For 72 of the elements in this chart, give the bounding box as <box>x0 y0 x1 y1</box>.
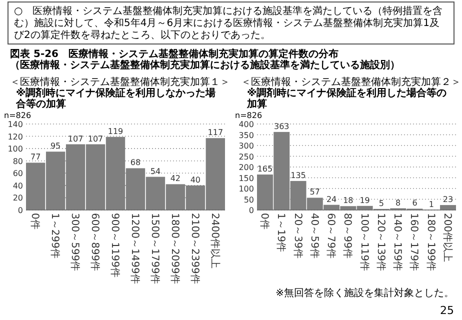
y-axis-title: n=826 <box>4 111 32 120</box>
data-label: 19 <box>360 196 370 205</box>
x-tick-label: 40～59件 <box>308 213 320 258</box>
x-tick-label: 120～139件 <box>374 213 386 272</box>
y-tick-label: 200 <box>238 163 254 172</box>
y-tick-label: 350 <box>238 130 254 140</box>
x-tick-label: 300～599件 <box>69 213 80 272</box>
y-tick-label: 140 <box>8 120 23 129</box>
y-tick-label: 50 <box>244 195 254 204</box>
y-tick-label: 250 <box>238 152 254 162</box>
data-label: 135 <box>290 170 306 180</box>
x-tick-label: 100～119件 <box>358 213 370 272</box>
x-tick-label: 80～99件 <box>342 213 353 258</box>
text: 図表 5-26 医療情報・システム基盤整備体制充実加算の算定件数の分布 <box>10 48 339 60</box>
chart-title: ＜医療情報・システム基盤整備体制充実加算２＞ <box>241 76 461 88</box>
y-tick-label: 0 <box>18 206 23 215</box>
y-tick-label: 400 <box>238 120 254 129</box>
data-label: 68 <box>130 158 141 168</box>
y-tick-label: 150 <box>238 174 254 183</box>
x-tick-label: 20～39件 <box>292 213 303 258</box>
x-tick-label: 1～19件 <box>275 213 286 252</box>
y-tick-label: 0 <box>248 206 254 215</box>
y-tick-label: 40 <box>12 181 23 190</box>
x-tick-label: 1～299件 <box>49 213 60 258</box>
data-label: 95 <box>50 142 61 151</box>
data-label: 57 <box>310 188 320 197</box>
data-label: 165 <box>257 164 273 174</box>
data-label: 5 <box>378 198 384 208</box>
x-tick-label: 0件 <box>29 213 40 230</box>
data-label: 77 <box>30 152 41 162</box>
data-label: 42 <box>170 174 181 184</box>
data-label: 119 <box>108 126 124 136</box>
data-label: 117 <box>208 128 224 138</box>
chart-title: ＜医療情報・システム基盤整備体制充実加算１＞ <box>10 76 230 88</box>
data-label: 1 <box>428 200 434 209</box>
data-label: 40 <box>190 175 201 184</box>
x-tick-label: 0件 <box>258 213 270 230</box>
y-axis-title: n=826 <box>235 111 262 120</box>
data-label: 107 <box>88 134 104 144</box>
data-label: 23 <box>442 195 454 204</box>
data-label: 54 <box>150 166 161 176</box>
y-tick-label: 80 <box>12 156 23 166</box>
text: ○ 医療情報・システム基盤整備体制充実加算における施設基準を満たしている（特例措置を含む）施設に対して、令和5年4月～6月末における医療情報・システム基盤整備体制充実加算1及び2の算定件数を尋ねたところ、以下のとおりであった。 <box>14 5 443 41</box>
data-label: 363 <box>274 122 290 131</box>
y-tick-label: 120 <box>8 132 23 142</box>
x-tick-label: 2100～2399件 <box>188 213 200 284</box>
data-label: 8 <box>396 198 401 208</box>
text: （医療情報・システム基盤整備体制充実加算における施設基準を満たしている施設別） <box>10 59 400 71</box>
data-label: 107 <box>68 134 84 144</box>
y-tick-label: 100 <box>8 144 23 154</box>
text: 25 <box>440 304 454 317</box>
x-tick-label: 160～179件 <box>408 213 420 272</box>
text: ※無回答を除く施設を集計対象とした。 <box>276 287 454 299</box>
y-tick-label: 20 <box>12 194 23 203</box>
data-label: 6 <box>412 198 418 208</box>
data-label: 24 <box>326 194 337 204</box>
x-tick-label: 1800～2099件 <box>168 213 180 284</box>
data-label: 18 <box>343 196 354 206</box>
x-tick-label: 900～1199件 <box>109 213 120 278</box>
chart-subtitle: ※調剤時にマイナ保険証を利用しなかった場合等の加算 <box>15 87 216 110</box>
y-tick-label: 300 <box>238 142 254 150</box>
y-tick-label: 60 <box>12 169 23 178</box>
x-tick-label: 140～159件 <box>392 213 403 272</box>
x-tick-label: 1500～1799件 <box>148 213 160 284</box>
x-tick-label: 200件以上 <box>442 213 454 262</box>
x-tick-label: 600～899件 <box>89 213 100 272</box>
x-tick-label: 2400件以上 <box>208 213 221 268</box>
chart-subtitle: ※調剤時にマイナ保険証を利用した場合等の加算 <box>246 87 447 110</box>
x-tick-label: 1200～1499件 <box>128 213 140 284</box>
x-tick-label: 180～199件 <box>424 213 436 272</box>
y-tick-label: 100 <box>238 184 254 194</box>
x-tick-label: 60～79件 <box>325 213 336 258</box>
